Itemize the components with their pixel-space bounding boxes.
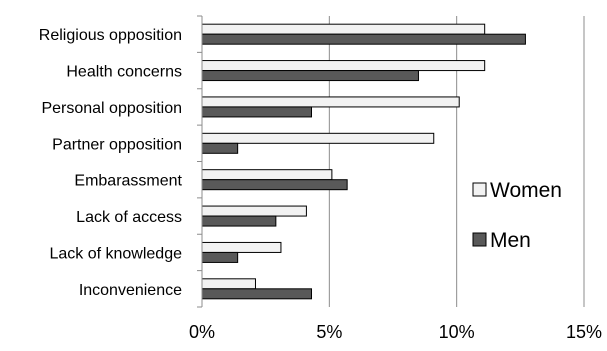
x-tick-label-1: 5% bbox=[316, 322, 342, 342]
bars bbox=[201, 23, 526, 300]
x-tick-label-3: 15% bbox=[566, 322, 602, 342]
category-label-2: Personal opposition bbox=[41, 100, 182, 117]
grid-lines bbox=[328, 16, 585, 307]
bar-men-7 bbox=[201, 288, 313, 300]
category-label-1: Health concerns bbox=[66, 64, 182, 81]
category-labels: Religious opposition Health concerns Perso… bbox=[39, 27, 183, 299]
legend-label-1: Men bbox=[490, 229, 531, 252]
bar-women-4 bbox=[201, 169, 333, 181]
category-label-3: Partner opposition bbox=[52, 136, 182, 153]
bar-men-4 bbox=[201, 179, 348, 191]
bar-men-5 bbox=[201, 215, 277, 227]
x-tick-label-0: 0% bbox=[189, 322, 215, 342]
bar-women-6 bbox=[201, 241, 282, 253]
bar-men-6 bbox=[201, 251, 239, 263]
legend-label-0: Women bbox=[490, 179, 562, 202]
category-label-5: Lack of access bbox=[76, 209, 182, 226]
bar-men-0 bbox=[201, 33, 526, 45]
category-label-0: Religious opposition bbox=[39, 27, 182, 44]
bar-women-3 bbox=[201, 132, 435, 144]
bar-women-7 bbox=[201, 278, 256, 290]
bar-women-0 bbox=[201, 23, 486, 35]
legend-swatch-0 bbox=[472, 182, 487, 197]
axes bbox=[197, 15, 203, 308]
legend-swatch-1 bbox=[472, 232, 487, 247]
legend-item-women: Women bbox=[472, 179, 562, 202]
category-label-4: Embarassment bbox=[74, 173, 182, 190]
bar-men-1 bbox=[201, 70, 419, 82]
bar-men-3 bbox=[201, 142, 239, 154]
x-tick-labels: 0% 5% 10% 15% bbox=[189, 322, 602, 342]
category-label-7: Inconvenience bbox=[79, 282, 182, 299]
legend-item-men: Men bbox=[472, 229, 531, 252]
category-label-6: Lack of knowledge bbox=[49, 245, 182, 262]
x-tick-label-2: 10% bbox=[439, 322, 475, 342]
bar-men-2 bbox=[201, 106, 313, 118]
bar-women-2 bbox=[201, 96, 460, 108]
bar-women-1 bbox=[201, 60, 486, 72]
legend: Women Men bbox=[472, 179, 562, 252]
bar-women-5 bbox=[201, 205, 307, 217]
